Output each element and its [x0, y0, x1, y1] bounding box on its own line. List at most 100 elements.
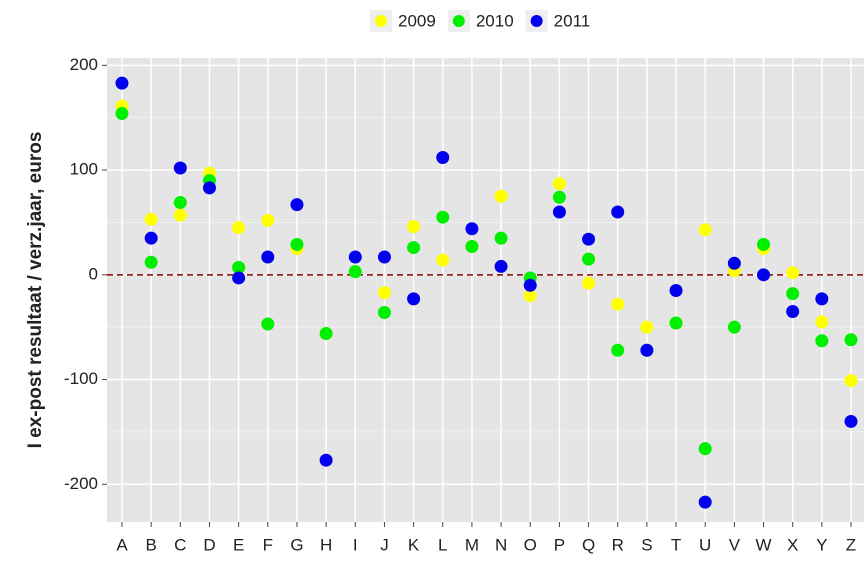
point	[669, 284, 683, 298]
y-tick-label: 0	[89, 264, 98, 283]
point	[319, 453, 333, 467]
point	[144, 255, 158, 269]
point	[465, 222, 479, 236]
point	[173, 196, 187, 210]
point	[144, 231, 158, 245]
point	[611, 297, 625, 311]
point	[786, 304, 800, 318]
point	[348, 250, 362, 264]
point	[698, 442, 712, 456]
point	[669, 316, 683, 330]
point	[494, 231, 508, 245]
point	[261, 213, 275, 227]
point	[202, 181, 216, 195]
point	[173, 208, 187, 222]
x-tick-label: X	[787, 535, 798, 554]
point	[494, 189, 508, 203]
point	[144, 212, 158, 226]
point	[611, 343, 625, 357]
point	[552, 190, 566, 204]
point	[582, 252, 596, 266]
x-tick-label: P	[554, 535, 565, 554]
legend-marker	[530, 15, 543, 27]
y-tick-label: 200	[70, 55, 98, 74]
point	[815, 292, 829, 306]
x-tick-label: F	[263, 535, 273, 554]
legend-marker	[452, 15, 465, 27]
point	[786, 266, 800, 280]
x-tick-label: O	[524, 535, 537, 554]
legend-label: 2009	[398, 11, 436, 30]
point	[232, 260, 246, 274]
y-tick-label: -100	[64, 369, 98, 388]
point	[844, 414, 858, 428]
point	[436, 253, 450, 267]
point	[582, 232, 596, 246]
point	[552, 177, 566, 191]
point	[377, 286, 391, 300]
panel	[107, 58, 864, 522]
x-tick-label: J	[380, 535, 389, 554]
point	[261, 317, 275, 331]
point	[786, 287, 800, 301]
point	[815, 315, 829, 329]
point	[407, 241, 421, 255]
point	[319, 326, 333, 340]
point	[377, 306, 391, 320]
point	[523, 289, 537, 303]
x-tick-label: D	[203, 535, 215, 554]
x-tick-label: Z	[846, 535, 856, 554]
x-tick-label: B	[145, 535, 156, 554]
legend-label: 2011	[554, 11, 591, 30]
point	[173, 161, 187, 175]
point	[348, 265, 362, 279]
x-tick-label: Q	[582, 535, 595, 554]
x-tick-label: S	[641, 535, 652, 554]
x-tick-label: M	[465, 535, 479, 554]
legend: 2009 2010 2011	[370, 10, 590, 32]
point	[436, 210, 450, 224]
point	[727, 256, 741, 270]
x-tick-label: H	[320, 535, 332, 554]
x-tick-label: G	[290, 535, 303, 554]
point	[232, 271, 246, 285]
point	[640, 320, 654, 334]
y-tick-label: -200	[64, 474, 98, 493]
y-tick-label: 100	[70, 160, 98, 179]
x-tick-label: V	[729, 535, 741, 554]
point	[261, 250, 275, 264]
point	[115, 76, 129, 90]
point	[582, 276, 596, 290]
point	[844, 333, 858, 347]
x-tick-label: R	[612, 535, 624, 554]
point	[757, 268, 771, 282]
x-tick-label: N	[495, 535, 507, 554]
point	[552, 205, 566, 219]
x-tick-label: L	[438, 535, 447, 554]
x-tick-label: I	[353, 535, 358, 554]
x-tick-label: Y	[816, 535, 827, 554]
point	[815, 334, 829, 348]
point	[494, 259, 508, 273]
point	[232, 221, 246, 235]
point	[115, 107, 129, 121]
x-tick-label: A	[116, 535, 128, 554]
point	[377, 250, 391, 264]
point	[844, 374, 858, 388]
x-tick-label: C	[174, 535, 186, 554]
point	[640, 343, 654, 357]
point	[407, 220, 421, 234]
point	[465, 240, 479, 254]
point	[611, 205, 625, 219]
point	[290, 237, 304, 251]
x-tick-label: T	[671, 535, 681, 554]
point	[523, 278, 537, 292]
x-tick-label: E	[233, 535, 244, 554]
x-tick-label: W	[755, 535, 771, 554]
x-tick-label: K	[408, 535, 420, 554]
legend-label: 2010	[476, 11, 514, 30]
point	[290, 198, 304, 212]
point	[407, 292, 421, 306]
point	[727, 320, 741, 334]
